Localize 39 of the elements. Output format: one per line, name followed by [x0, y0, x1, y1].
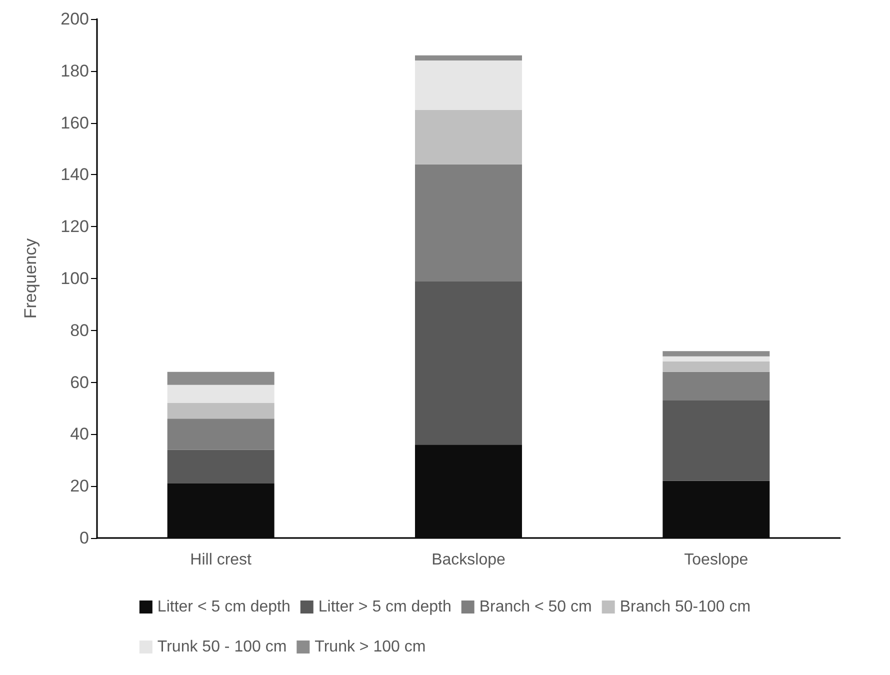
- y-tick-label: 80: [70, 320, 89, 340]
- bar: [415, 60, 522, 110]
- legend-label: Branch < 50 cm: [479, 598, 592, 616]
- y-tick-label: 20: [70, 476, 89, 496]
- bar: [662, 351, 770, 356]
- y-tick-label: 100: [60, 269, 89, 288]
- bar: [167, 450, 274, 484]
- bar: [415, 110, 522, 164]
- y-tick-label: 120: [60, 217, 89, 236]
- bar: [415, 164, 522, 282]
- legend-label: Litter < 5 cm depth: [157, 598, 290, 616]
- y-tick-label: 60: [70, 372, 89, 392]
- legend-label: Litter > 5 cm depth: [318, 598, 452, 616]
- y-tick-label: 40: [70, 424, 89, 444]
- bar: [662, 400, 770, 481]
- x-tick-label: Backslope: [432, 552, 506, 568]
- bar: [415, 444, 522, 538]
- bar: [415, 55, 522, 61]
- y-tick-label: 180: [60, 61, 89, 80]
- bar: [415, 281, 522, 445]
- y-tick-label: 200: [60, 10, 89, 28]
- bar: [167, 418, 274, 450]
- bar: [167, 403, 274, 419]
- y-tick-label: 140: [60, 165, 89, 184]
- y-tick-label: 160: [60, 113, 89, 132]
- legend-label: Trunk 50 - 100 cm: [157, 638, 287, 656]
- x-tick-label: Toeslope: [684, 552, 748, 568]
- legend-label: Branch 50-100 cm: [620, 598, 751, 616]
- bar: [662, 372, 770, 400]
- bar: [662, 480, 770, 538]
- y-axis-title: Frequency: [21, 238, 40, 319]
- bar: [167, 484, 274, 538]
- bar: [662, 356, 770, 362]
- bar: [662, 362, 770, 372]
- legend-label: Trunk > 100 cm: [314, 638, 426, 656]
- bar: [167, 384, 274, 404]
- bar: [167, 372, 274, 385]
- y-tick-label: 0: [80, 528, 89, 548]
- x-tick-label: Hill crest: [190, 552, 252, 568]
